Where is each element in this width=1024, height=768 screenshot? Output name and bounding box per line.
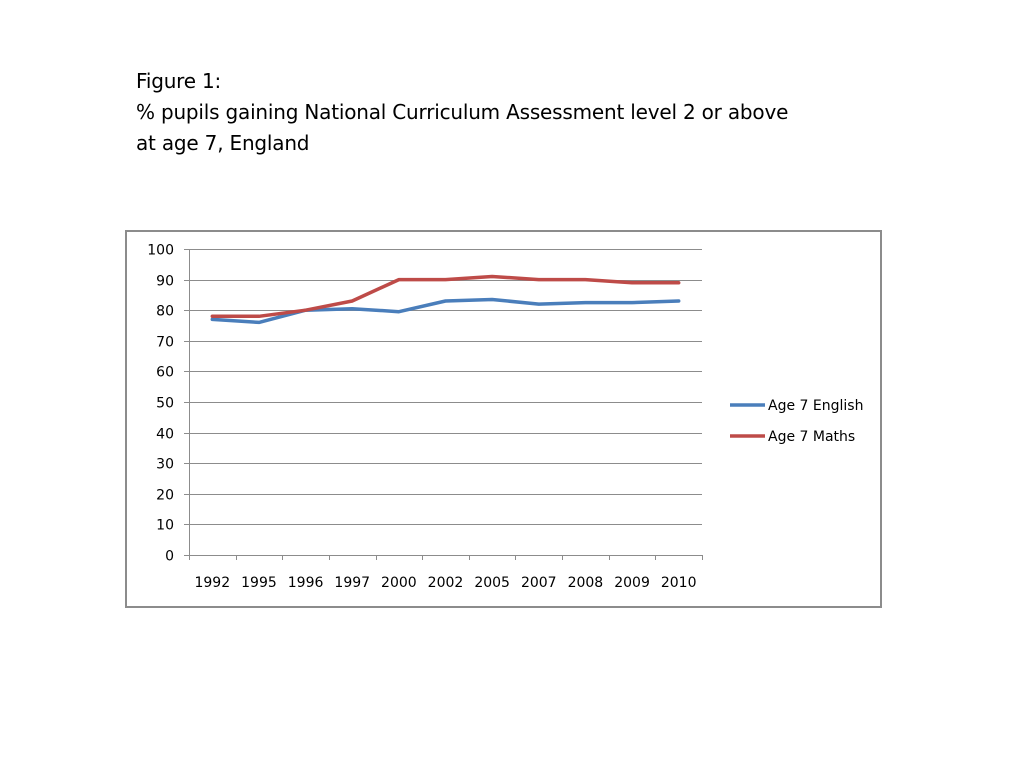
y-tick-label: 70 — [156, 335, 174, 351]
x-tick-label: 2007 — [521, 575, 557, 591]
figure-caption: Figure 1: % pupils gaining National Curr… — [136, 66, 856, 159]
x-tick-label: 2005 — [474, 575, 510, 591]
caption-line-1: Figure 1: — [136, 69, 222, 93]
y-tick-label: 90 — [156, 274, 174, 290]
chart-frame — [125, 230, 882, 608]
legend-label-age-7-maths: Age 7 Maths — [768, 429, 855, 445]
x-tick-label: 2002 — [428, 575, 464, 591]
x-tick-label: 1995 — [241, 575, 277, 591]
y-tick-label: 20 — [156, 488, 174, 504]
y-tick-label: 100 — [147, 243, 174, 259]
x-tick-label: 2009 — [614, 575, 650, 591]
x-tick-label: 1996 — [288, 575, 324, 591]
x-tick-label: 1997 — [334, 575, 370, 591]
x-tick-label: 2010 — [661, 575, 697, 591]
caption-line-3: at age 7, England — [136, 131, 310, 155]
y-tick-label: 80 — [156, 304, 174, 320]
legend-label-age-7-english: Age 7 English — [768, 398, 863, 414]
caption-line-2: % pupils gaining National Curriculum Ass… — [136, 100, 789, 124]
y-tick-label: 60 — [156, 365, 174, 381]
y-tick-label: 40 — [156, 427, 174, 443]
y-tick-label: 10 — [156, 518, 174, 534]
x-tick-label: 2000 — [381, 575, 417, 591]
y-tick-label: 30 — [156, 457, 174, 473]
x-tick-label: 1992 — [194, 575, 230, 591]
y-tick-label: 0 — [165, 549, 174, 565]
x-tick-label: 2008 — [568, 575, 604, 591]
y-tick-label: 50 — [156, 396, 174, 412]
